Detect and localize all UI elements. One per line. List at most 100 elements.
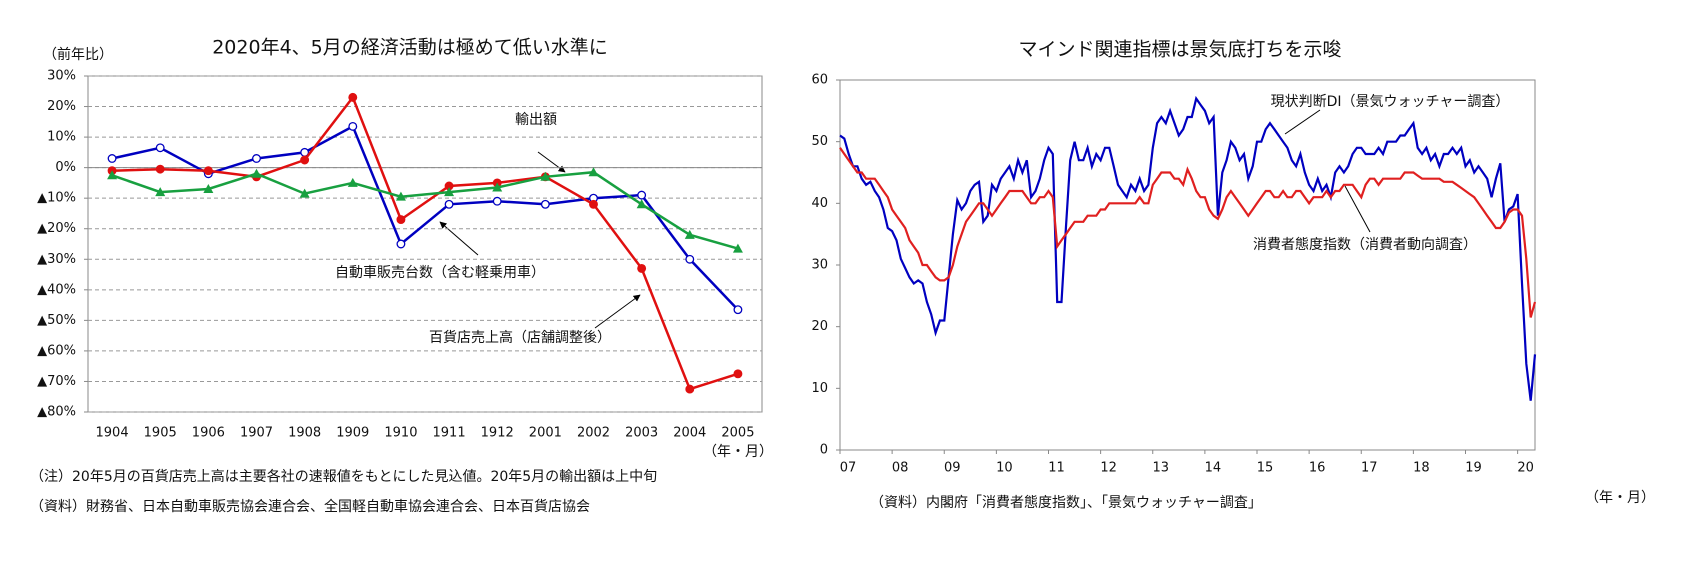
x-tick-label: 1911: [433, 426, 466, 441]
x-tick-label: 17: [1361, 461, 1378, 476]
marker: [444, 187, 455, 197]
marker: [299, 188, 310, 198]
marker: [155, 187, 166, 197]
y-tick-label: 30: [811, 258, 828, 273]
marker: [492, 182, 503, 192]
y-tick-label: ▲20%: [37, 221, 76, 236]
x-axis-label: （年・月）: [1585, 490, 1655, 506]
marker: [637, 263, 647, 273]
marker: [684, 229, 695, 239]
series-label: 百貨店売上高（店舗調整後）: [429, 329, 611, 346]
marker: [733, 305, 743, 315]
x-tick-label: 1906: [192, 426, 225, 441]
y-tick-label: 20%: [47, 99, 76, 114]
x-tick-label: 1910: [384, 426, 417, 441]
y-tick-label: 10: [811, 381, 828, 396]
series-label: 自動車販売台数（含む軽乗用車）: [335, 264, 545, 281]
y-tick-label: ▲10%: [37, 191, 76, 206]
y-tick-label: 30%: [47, 69, 76, 84]
annotation-arrow: [537, 151, 566, 173]
marker: [588, 167, 599, 177]
series-line: [111, 124, 739, 311]
x-tick-label: 13: [1152, 461, 1169, 476]
annotation-arrow: [439, 221, 479, 256]
marker: [636, 199, 647, 209]
y-tick-label: ▲60%: [37, 343, 76, 358]
y-tick-label: 40: [811, 196, 828, 211]
y-tick-label: ▲70%: [37, 374, 76, 389]
marker: [396, 215, 406, 225]
chart-title: 2020年4、5月の経済活動は極めて低い水準に: [212, 37, 608, 59]
x-tick-label: 2004: [673, 426, 706, 441]
series-line: [111, 170, 739, 250]
x-tick-label: 18: [1413, 461, 1430, 476]
marker: [347, 177, 358, 187]
x-tick-label: 10: [996, 461, 1013, 476]
marker: [733, 369, 743, 379]
chart-title: マインド関連指標は景気底打ちを示唆: [1018, 39, 1341, 61]
marker: [444, 199, 454, 209]
x-tick-label: 15: [1257, 461, 1274, 476]
note: （注）20年5月の百貨店売上高は主要各社の速報値をもとにした見込値。20年5月の…: [30, 468, 657, 485]
marker: [540, 199, 550, 209]
x-tick-label: 1908: [288, 426, 321, 441]
x-tick-label: 2002: [577, 426, 610, 441]
x-tick-label: 11: [1048, 461, 1065, 476]
x-tick-label: 2005: [721, 426, 754, 441]
x-tick-label: 12: [1100, 461, 1117, 476]
marker: [203, 166, 213, 176]
marker: [589, 199, 598, 209]
marker: [155, 164, 165, 174]
marker: [540, 171, 551, 181]
x-tick-label: 1909: [336, 426, 369, 441]
y-tick-label: 50: [811, 134, 828, 149]
note: （資料）内閣府「消費者態度指数」、「景気ウォッチャー調査」: [870, 495, 1262, 511]
y-tick-label: 0: [820, 443, 828, 458]
y-tick-label: ▲50%: [37, 313, 76, 328]
marker: [203, 184, 214, 194]
marker: [396, 239, 406, 249]
marker: [685, 254, 695, 264]
x-tick-label: 19: [1465, 461, 1482, 476]
annotation-arrow: [1284, 109, 1321, 135]
marker: [492, 196, 502, 206]
series-label: 現状判断DI（景気ウォッチャー調査）: [1271, 94, 1510, 110]
marker: [395, 191, 406, 201]
series-label: 消費者態度指数（消費者動向調査）: [1253, 237, 1477, 253]
series-label: 輸出額: [515, 112, 557, 128]
marker: [685, 384, 695, 394]
y-tick-label: 60: [811, 73, 828, 88]
x-tick-label: 09: [944, 461, 961, 476]
y-tick-label: ▲30%: [37, 252, 76, 267]
y-axis-label: （前年比）: [43, 46, 113, 63]
note: （資料）財務省、日本自動車販売協会連合会、全国軽自動車協会連合会、日本百貨店協会: [30, 498, 590, 515]
marker: [107, 170, 118, 180]
x-tick-label: 2003: [625, 426, 658, 441]
x-tick-label: 1904: [96, 426, 129, 441]
x-tick-label: 1905: [144, 426, 177, 441]
plot-frame: [87, 75, 763, 413]
marker: [300, 155, 310, 165]
x-tick-label: 2001: [529, 426, 562, 441]
series-line: [839, 95, 1537, 401]
x-axis-label: （年・月）: [703, 444, 773, 460]
marker: [252, 154, 261, 163]
y-tick-label: 20: [811, 319, 828, 334]
y-tick-label: ▲80%: [37, 405, 76, 420]
y-tick-label: 10%: [47, 130, 76, 145]
series-line: [112, 94, 739, 391]
marker: [348, 92, 358, 102]
marker: [637, 190, 647, 200]
marker: [155, 143, 165, 153]
x-tick-label: 07: [840, 461, 857, 476]
series-line: [839, 147, 1537, 318]
annotation-arrow: [1344, 185, 1371, 233]
y-tick-label: ▲40%: [37, 282, 76, 297]
marker: [251, 168, 262, 178]
x-tick-label: 1907: [240, 426, 273, 441]
y-tick-label: 0%: [55, 160, 76, 175]
x-tick-label: 16: [1309, 461, 1326, 476]
annotation-arrow: [594, 294, 641, 329]
